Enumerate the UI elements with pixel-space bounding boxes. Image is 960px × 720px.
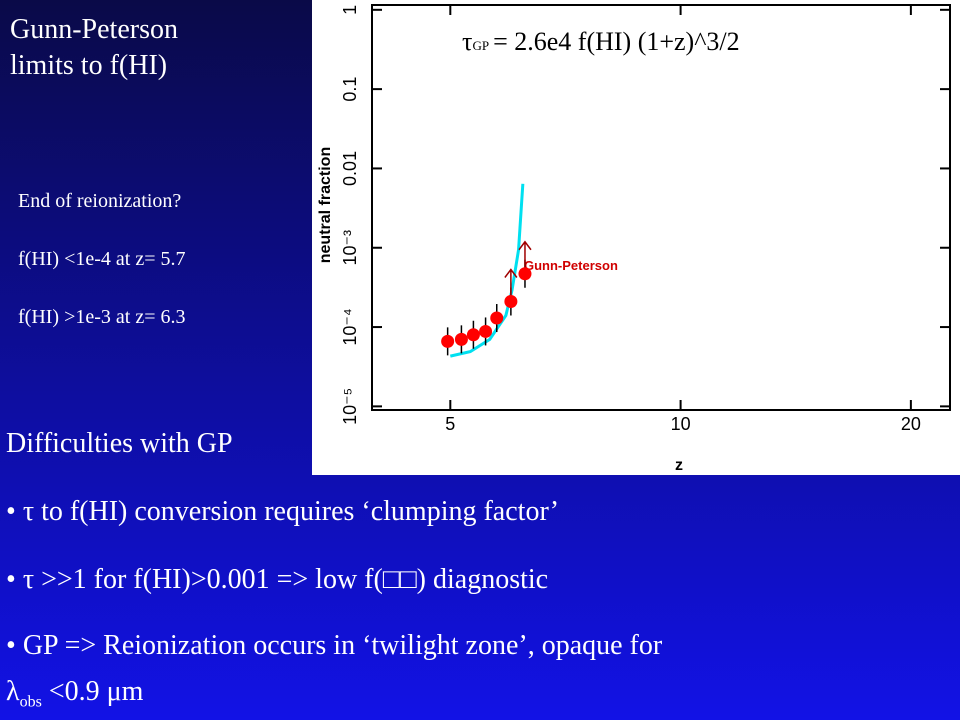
text: <0.9 μm — [48, 676, 144, 707]
x-axis-label: z — [675, 457, 683, 474]
bullet-symbol: • — [6, 630, 16, 661]
subscript: obs — [19, 693, 42, 711]
title-line: Gunn-Peterson — [10, 14, 178, 45]
bullet: • τ >>1 for f(HI)>0.001 => low f(□□) dia… — [6, 564, 548, 596]
y-tick-label: 0.01 — [340, 151, 360, 186]
y-tick-label: 10⁻⁵ — [340, 388, 360, 425]
annotation: Gunn-Peterson — [524, 258, 618, 273]
chart-background — [312, 0, 960, 475]
note: End of reionization? — [18, 190, 182, 212]
bullet-symbol: • — [6, 564, 16, 595]
chart: τGP = 2.6e4 f(HI) (1+z)^3/2 Gunn-Peterson… — [312, 0, 960, 475]
bullet-text: τ to f(HI) conversion requires ‘clumping… — [22, 496, 560, 527]
y-axis-label: neutral fraction — [317, 147, 334, 263]
bullet-continuation: λobs <0.9 μm — [6, 676, 143, 712]
data-point — [518, 267, 532, 281]
y-tick-label: 10⁻³ — [340, 230, 360, 266]
x-tick-label: 20 — [901, 414, 921, 434]
y-tick-label: 1 — [340, 5, 360, 15]
formula-symbol: τ — [462, 27, 472, 56]
x-tick-label: 5 — [445, 414, 455, 434]
title-line: limits to f(HI) — [10, 50, 168, 81]
bullet: • GP => Reionization occurs in ‘twilight… — [6, 630, 662, 662]
formula: τGP = 2.6e4 f(HI) (1+z)^3/2 — [462, 27, 740, 56]
y-tick-label: 0.1 — [340, 77, 360, 102]
symbol: λ — [6, 676, 20, 707]
model-curve — [449, 183, 525, 358]
data-point — [490, 311, 504, 325]
data-point — [454, 332, 468, 346]
data-point — [466, 328, 480, 342]
x-tick-label: 10 — [671, 414, 691, 434]
data-point — [441, 334, 455, 348]
title: Gunn-Peterson limits to f(HI) — [10, 12, 178, 84]
bullet-text: τ >>1 for f(HI)>0.001 => low f(□□) diagn… — [22, 564, 549, 595]
data-point — [504, 295, 518, 309]
bullet-text: GP => Reionization occurs in ‘twilight z… — [22, 630, 663, 661]
note: f(HI) <1e-4 at z= 5.7 — [18, 248, 186, 270]
plot-frame — [371, 4, 951, 411]
section-heading: Difficulties with GP — [6, 428, 233, 459]
formula-subscript: GP — [472, 38, 489, 53]
bullet: • τ to f(HI) conversion requires ‘clumpi… — [6, 496, 559, 528]
bullet-symbol: • — [6, 496, 16, 527]
y-tick-label: 10⁻⁴ — [340, 308, 360, 345]
data-point — [479, 324, 493, 338]
note: f(HI) >1e-3 at z= 6.3 — [18, 306, 186, 328]
formula-text: = 2.6e4 f(HI) (1+z)^3/2 — [493, 27, 740, 56]
